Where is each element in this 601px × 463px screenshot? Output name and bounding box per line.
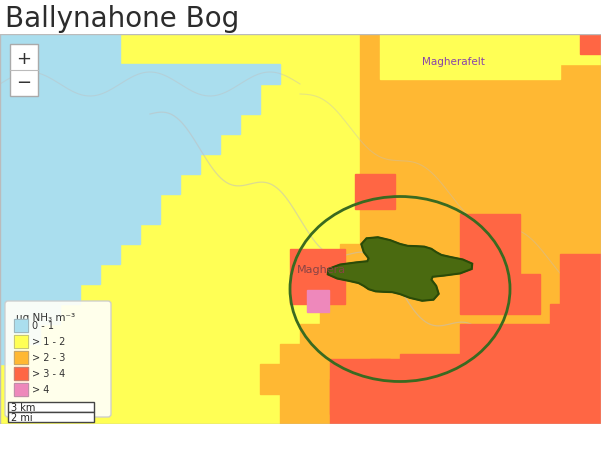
Text: Magherafelt: Magherafelt <box>423 56 485 66</box>
Bar <box>307 290 329 313</box>
FancyBboxPatch shape <box>10 45 38 97</box>
Text: 3 km: 3 km <box>11 402 35 412</box>
Bar <box>570 35 601 50</box>
Bar <box>380 35 560 80</box>
Polygon shape <box>328 238 472 301</box>
Bar <box>460 214 520 275</box>
Text: Ballynahone Bog: Ballynahone Bog <box>5 5 239 33</box>
Text: −: − <box>16 74 32 92</box>
Bar <box>14 351 28 364</box>
Bar <box>290 250 345 304</box>
Bar <box>560 255 601 314</box>
Text: 2 mi: 2 mi <box>11 412 32 422</box>
Bar <box>400 354 530 424</box>
Text: > 3 - 4: > 3 - 4 <box>32 369 66 379</box>
Bar <box>550 35 601 65</box>
FancyBboxPatch shape <box>5 301 111 417</box>
Text: > 1 - 2: > 1 - 2 <box>32 337 66 347</box>
Bar <box>580 35 601 55</box>
Bar <box>460 275 540 314</box>
Text: +: + <box>16 50 31 68</box>
Text: Maghera: Maghera <box>297 264 346 274</box>
Bar <box>8 412 94 422</box>
Bar <box>14 335 28 348</box>
Bar <box>355 175 395 210</box>
Polygon shape <box>260 35 600 424</box>
Bar <box>14 367 28 380</box>
Bar <box>330 379 580 424</box>
Bar <box>14 383 28 396</box>
Bar <box>14 335 28 348</box>
Bar <box>460 324 601 424</box>
Text: 0 - 1: 0 - 1 <box>32 321 54 331</box>
Bar <box>330 359 390 414</box>
Text: ug NH₃ m⁻³: ug NH₃ m⁻³ <box>16 313 75 322</box>
Text: > 2 - 3: > 2 - 3 <box>32 353 66 363</box>
Bar <box>14 319 28 332</box>
Bar <box>550 304 601 424</box>
Bar <box>14 351 28 364</box>
Bar <box>14 367 28 380</box>
Bar <box>14 319 28 332</box>
Text: > 4: > 4 <box>32 385 49 394</box>
Polygon shape <box>0 35 280 364</box>
Bar <box>8 402 94 412</box>
Bar <box>14 383 28 396</box>
Bar <box>370 359 450 404</box>
